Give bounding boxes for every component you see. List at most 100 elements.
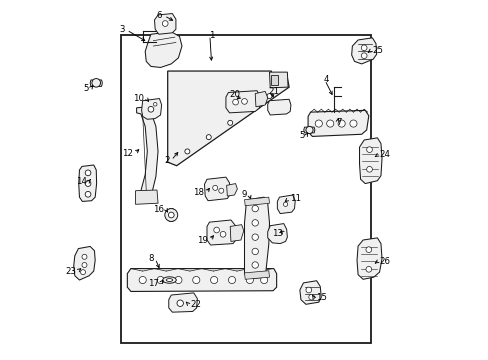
Circle shape xyxy=(206,135,211,140)
Text: 11: 11 xyxy=(290,194,301,203)
Polygon shape xyxy=(303,127,314,133)
Circle shape xyxy=(365,247,371,252)
Text: 20: 20 xyxy=(229,90,240,99)
Text: 17: 17 xyxy=(147,279,159,288)
Text: 21: 21 xyxy=(268,87,279,96)
Circle shape xyxy=(315,120,322,127)
Text: 9: 9 xyxy=(242,190,247,199)
Polygon shape xyxy=(204,177,230,201)
Ellipse shape xyxy=(166,279,172,282)
Circle shape xyxy=(92,78,101,87)
Polygon shape xyxy=(307,111,368,136)
Polygon shape xyxy=(230,225,244,242)
Circle shape xyxy=(305,126,312,134)
Circle shape xyxy=(85,181,91,186)
Polygon shape xyxy=(267,224,287,244)
Circle shape xyxy=(251,234,258,240)
Circle shape xyxy=(210,276,217,284)
Bar xyxy=(271,75,278,85)
Circle shape xyxy=(213,227,219,233)
Circle shape xyxy=(175,276,182,284)
Circle shape xyxy=(218,188,224,193)
Circle shape xyxy=(251,248,258,255)
Circle shape xyxy=(168,212,174,218)
Text: 4: 4 xyxy=(323,76,329,85)
Polygon shape xyxy=(255,91,267,107)
Circle shape xyxy=(361,53,366,59)
Circle shape xyxy=(157,276,164,284)
Circle shape xyxy=(251,205,258,212)
Circle shape xyxy=(365,266,371,272)
Text: 14: 14 xyxy=(76,177,86,186)
Circle shape xyxy=(227,120,232,125)
Circle shape xyxy=(228,276,235,284)
Polygon shape xyxy=(206,220,236,245)
Circle shape xyxy=(82,262,87,267)
Circle shape xyxy=(184,149,189,154)
Text: 12: 12 xyxy=(122,149,133,158)
Text: 19: 19 xyxy=(197,235,207,244)
Polygon shape xyxy=(225,91,260,113)
Circle shape xyxy=(85,192,91,197)
Text: 5: 5 xyxy=(298,131,304,140)
Polygon shape xyxy=(244,197,269,206)
Polygon shape xyxy=(136,107,158,202)
Polygon shape xyxy=(351,38,376,64)
Circle shape xyxy=(248,106,254,111)
Text: 23: 23 xyxy=(65,267,76,276)
Circle shape xyxy=(232,99,238,105)
Polygon shape xyxy=(74,247,95,280)
Polygon shape xyxy=(79,165,97,202)
Circle shape xyxy=(283,202,287,206)
Polygon shape xyxy=(299,281,321,304)
Text: 16: 16 xyxy=(153,205,164,214)
Circle shape xyxy=(251,262,258,268)
Polygon shape xyxy=(359,138,381,184)
Text: 7: 7 xyxy=(336,118,341,127)
Polygon shape xyxy=(168,293,197,312)
Polygon shape xyxy=(145,32,182,67)
Circle shape xyxy=(349,120,356,127)
Text: 15: 15 xyxy=(315,293,326,302)
Circle shape xyxy=(162,21,168,26)
Circle shape xyxy=(82,254,87,259)
Circle shape xyxy=(177,300,183,306)
Text: 8: 8 xyxy=(147,254,153,263)
Circle shape xyxy=(246,276,253,284)
Circle shape xyxy=(81,270,85,275)
Text: 13: 13 xyxy=(271,229,283,238)
Polygon shape xyxy=(244,197,269,279)
Circle shape xyxy=(266,94,271,99)
Polygon shape xyxy=(244,271,269,279)
Text: 2: 2 xyxy=(163,156,169,165)
Circle shape xyxy=(361,45,366,51)
Ellipse shape xyxy=(163,277,176,283)
Text: 1: 1 xyxy=(208,31,214,40)
Polygon shape xyxy=(226,184,237,196)
Circle shape xyxy=(164,208,177,221)
Circle shape xyxy=(220,231,225,237)
Circle shape xyxy=(260,276,267,284)
Circle shape xyxy=(153,103,157,106)
Circle shape xyxy=(241,99,247,104)
Circle shape xyxy=(251,220,258,226)
Circle shape xyxy=(212,185,217,190)
Circle shape xyxy=(305,287,311,293)
Circle shape xyxy=(148,107,153,112)
Polygon shape xyxy=(267,99,290,115)
Circle shape xyxy=(85,170,91,176)
Text: 3: 3 xyxy=(119,26,124,35)
Polygon shape xyxy=(165,208,176,221)
Circle shape xyxy=(192,276,200,284)
Text: 10: 10 xyxy=(133,94,144,103)
Circle shape xyxy=(366,147,372,153)
Circle shape xyxy=(366,166,372,172)
Polygon shape xyxy=(135,190,158,204)
Polygon shape xyxy=(154,14,176,34)
Circle shape xyxy=(337,120,345,127)
Text: 24: 24 xyxy=(379,150,390,159)
Text: 22: 22 xyxy=(190,300,201,309)
Polygon shape xyxy=(167,71,288,166)
Text: 6: 6 xyxy=(157,11,162,20)
Circle shape xyxy=(308,294,314,300)
